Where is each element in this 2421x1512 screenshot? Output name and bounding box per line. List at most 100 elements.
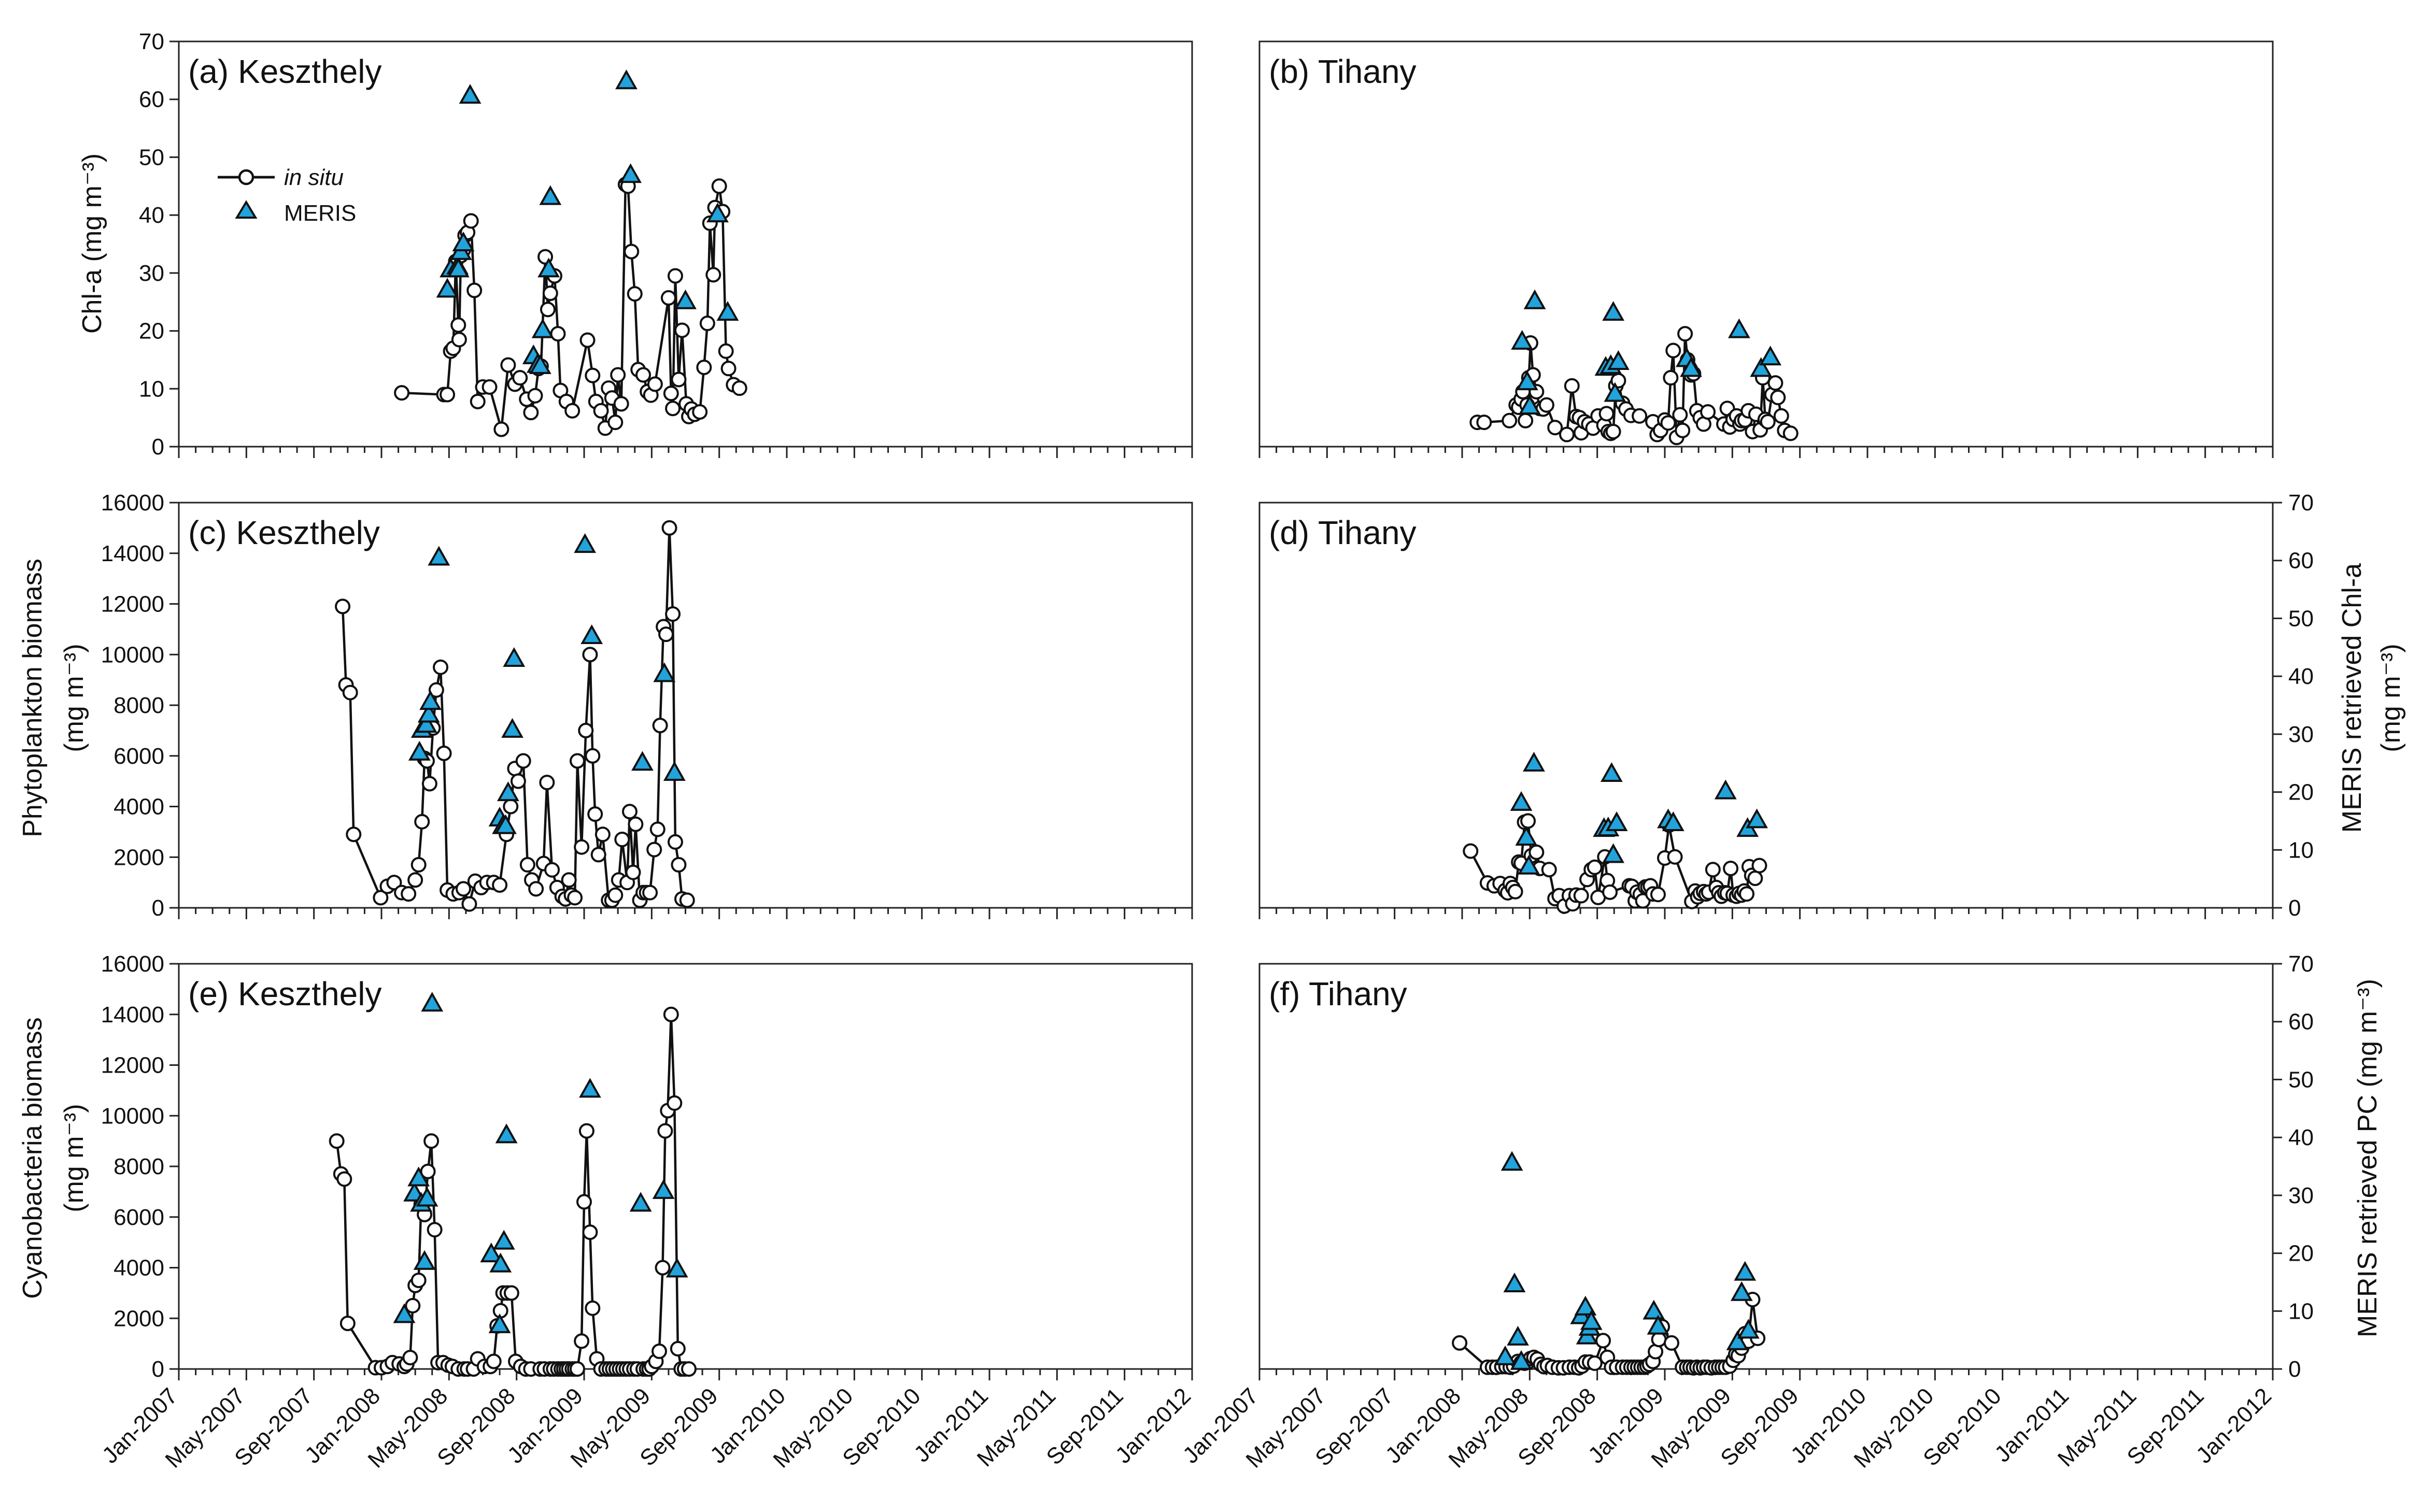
in-situ-point: [657, 1123, 673, 1139]
ylabel-phyto-line1: Phytoplankton biomass: [18, 559, 48, 837]
in-situ-point: [1723, 861, 1739, 877]
in-situ-point: [607, 887, 624, 903]
in-situ-point: [1452, 1335, 1468, 1351]
in-situ-point: [1675, 422, 1691, 438]
meris-point: [1580, 1310, 1603, 1330]
meris-point: [452, 231, 475, 251]
panel-b: (b) Tihany: [1258, 40, 2274, 458]
y-tick-label: 8000: [114, 693, 164, 718]
in-situ-point: [342, 684, 358, 701]
in-situ-point: [336, 1171, 352, 1187]
in-situ-point: [1705, 862, 1721, 878]
in-situ-point: [627, 286, 643, 302]
meris-point: [629, 1192, 652, 1212]
in-situ-point: [660, 290, 676, 306]
in-situ-point: [576, 1194, 592, 1210]
right-y-tick-label: 70: [2288, 490, 2314, 516]
in-situ-point: [1651, 1332, 1667, 1348]
in-situ-point: [440, 387, 456, 403]
in-situ-point: [574, 839, 590, 855]
in-situ-point: [661, 520, 677, 536]
meris-point: [539, 185, 562, 205]
panel-title: (b) Tihany: [1269, 53, 1417, 90]
y-tick-label: 4000: [114, 794, 164, 820]
meris-point: [663, 761, 686, 781]
in-situ-point: [540, 302, 556, 318]
in-situ-point: [561, 872, 577, 888]
in-situ-point: [500, 357, 516, 373]
meris-point: [1607, 350, 1630, 370]
in-situ-point: [582, 1224, 598, 1240]
meris-point: [419, 690, 442, 710]
in-situ-point: [421, 776, 437, 792]
in-situ-point: [386, 875, 402, 891]
in-situ-point: [720, 361, 737, 377]
meris-point: [1714, 779, 1737, 800]
y-tick-label: 40: [139, 203, 164, 228]
meris-point: [1726, 1330, 1749, 1350]
in-situ-point: [613, 396, 629, 412]
in-situ-point: [1518, 412, 1534, 429]
in-situ-point: [410, 857, 427, 873]
right-y-tick-label: 20: [2288, 1241, 2314, 1266]
y-tick-label: 8000: [114, 1154, 164, 1179]
meris-point: [459, 84, 482, 104]
in-situ-point: [718, 343, 734, 359]
y-tick-label: 14000: [101, 1002, 164, 1028]
in-situ-point: [610, 367, 626, 383]
in-situ-point: [428, 682, 444, 698]
right-y-tick-label: 40: [2288, 1125, 2314, 1150]
plot-frame: [178, 502, 1193, 909]
meris-point: [716, 301, 739, 321]
meris-point: [1516, 370, 1538, 391]
in-situ-point: [519, 857, 535, 873]
in-situ-point: [542, 285, 558, 301]
in-situ-point: [594, 826, 611, 843]
panel-d: 0 10 20 30 40 50 60 70 (d) Tihany: [1258, 490, 2314, 921]
in-situ-point: [1770, 390, 1786, 406]
right-y-tick-label: 30: [2288, 722, 2314, 747]
y-tick-label: 20: [139, 319, 164, 344]
meris-point: [480, 1242, 503, 1263]
in-situ-point: [539, 775, 555, 791]
legend-insitu-marker: [238, 169, 254, 186]
plot-frame: [1258, 963, 2274, 1370]
in-situ-point: [1700, 404, 1716, 420]
meris-point: [495, 1123, 518, 1144]
meris-point: [503, 647, 526, 667]
right-y-tick-label: 0: [2288, 895, 2301, 921]
in-situ-point: [1773, 408, 1789, 424]
in-situ-point: [339, 1316, 356, 1332]
in-situ-point: [461, 896, 477, 912]
meris-point: [1518, 394, 1541, 415]
in-situ-point: [663, 1006, 679, 1022]
in-situ-point: [515, 753, 531, 769]
meris-point: [674, 289, 697, 309]
in-situ-point: [625, 864, 641, 880]
y-tick-label: 0: [152, 1357, 164, 1382]
in-situ-point: [1632, 408, 1648, 424]
meris-point: [1734, 1261, 1757, 1281]
ylabel-right-chl-line1: MERIS retrieved Chl-a: [2337, 563, 2367, 833]
meris-point: [529, 354, 551, 374]
meris-point: [1507, 1325, 1529, 1346]
in-situ-point: [647, 376, 663, 392]
in-situ-point: [450, 317, 466, 333]
right-y-tick-label: 60: [2288, 548, 2314, 574]
ylabel-right-pc: MERIS retrieved PC (mg m⁻³): [2353, 979, 2383, 1337]
meris-point: [1494, 1345, 1517, 1365]
in-situ-point: [1782, 425, 1799, 441]
in-situ-point: [569, 753, 585, 769]
right-y-tick-label: 20: [2288, 780, 2314, 805]
legend: in situ MERIS: [218, 165, 356, 226]
in-situ-point: [567, 890, 583, 906]
plot-frame: [1258, 502, 2274, 909]
in-situ-point: [1541, 862, 1557, 878]
y-tick-label: 0: [152, 434, 164, 460]
in-situ-point: [463, 213, 479, 229]
panel-c: 0 2000 4000 6000 8000 10000 12000 14000 16000 (c)…: [101, 490, 1193, 921]
in-situ-point: [642, 885, 658, 901]
meris-point: [574, 533, 597, 553]
ylabel-phyto-line2: (mg m⁻³): [59, 644, 89, 752]
y-tick-label: 0: [152, 895, 164, 921]
